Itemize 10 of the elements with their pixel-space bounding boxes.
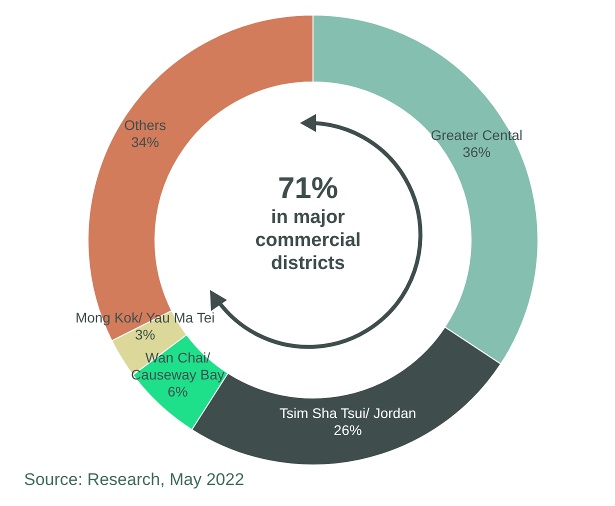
text: in major commercial districts: [254, 206, 362, 275]
slice-label: Others: [124, 116, 166, 133]
data-label: 3%: [134, 326, 156, 342]
data-label: 34%: [131, 134, 160, 150]
source-note: Source: Research, May 2022: [24, 470, 244, 490]
text: 71%: [276, 172, 340, 206]
data-label: 36%: [462, 143, 491, 160]
slice-label: Tsim Sha Tsui/ Jordan: [279, 404, 416, 421]
data-label: 6%: [168, 383, 188, 400]
data-label: 26%: [334, 422, 362, 438]
